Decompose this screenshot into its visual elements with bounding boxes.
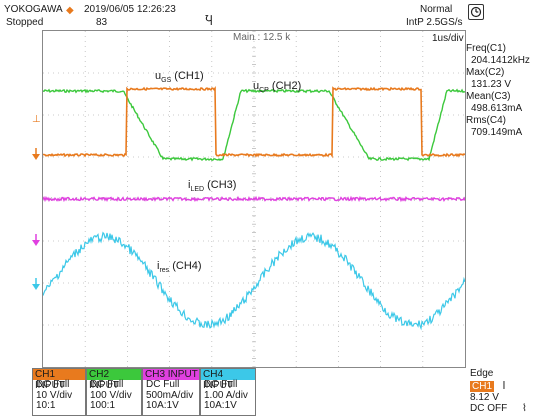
ch3-marker-icon xyxy=(32,240,40,246)
run-indicator-icon: ◆ xyxy=(66,5,74,16)
ch1-info-box[interactable]: CH1 INPUT DC Full 10 V/div 10:1 xyxy=(32,368,86,416)
ch1-probe: 10:1 xyxy=(36,400,56,411)
waveform-canvas xyxy=(42,30,466,368)
ch1-header: CH1 INPUT xyxy=(33,369,85,391)
ch3-coupling: DC Full xyxy=(146,379,180,390)
ch2-scale: 100 V/div xyxy=(90,389,132,401)
brand-label: YOKOGAWA xyxy=(4,4,63,15)
trigger-coupling: DC OFF ⌇ xyxy=(470,403,527,414)
ch4-coupling: DC Full xyxy=(204,379,238,390)
trigger-mode: Normal xyxy=(420,4,453,15)
ch4-marker-icon xyxy=(32,284,40,290)
meas-value: 498.613mA xyxy=(471,103,523,114)
ucp-annotation: uCP (CH2) xyxy=(253,80,302,95)
meas-value: 204.1412kHz xyxy=(471,55,530,66)
ch4-info-box[interactable]: CH4 INPUT DC Full 1.00 A/div 10A:1V xyxy=(200,368,256,416)
rising-edge-icon: Ɩ xyxy=(502,380,506,392)
ch2-header: CH2 INPUT xyxy=(87,369,141,391)
edge-symbol-icon: ⌇ xyxy=(522,403,527,414)
ch3-probe: 10A:1V xyxy=(146,400,179,411)
main-record-label: Main : 12.5 k xyxy=(233,32,291,43)
ch4-probe: 10A:1V xyxy=(204,400,237,411)
trigger-info[interactable]: Edge CH1 Ɩ 8.12 V DC OFF ⌇ xyxy=(466,368,548,414)
ires-annotation: ires (CH4) xyxy=(157,260,202,275)
meas-value: 709.149mA xyxy=(471,127,523,138)
acquisition-status: Stopped xyxy=(6,17,44,28)
waveform-display[interactable] xyxy=(42,30,466,368)
trigger-source: CH1 xyxy=(470,381,495,392)
acquisition-count: 83 xyxy=(96,17,108,28)
meas-name: Freq(C1) xyxy=(466,43,507,54)
graticule xyxy=(42,30,466,368)
ch3-info-box[interactable]: CH3 INPUT DC Full 500mA/div 10A:1V xyxy=(142,368,200,416)
ch1-coupling: DC Full xyxy=(36,379,70,390)
meas-value: 131.23 V xyxy=(471,79,512,90)
ugs-annotation: uGS (CH1) xyxy=(155,70,204,85)
ch2-probe: 100:1 xyxy=(90,400,116,411)
meas-name: Max(C2) xyxy=(466,67,505,78)
ch4-scale: 1.00 A/div xyxy=(204,389,248,401)
trigger-position-icon: Ⴏ xyxy=(205,14,213,28)
timebase-div-label: 1us/div xyxy=(432,33,464,44)
ch2-marker-icon: ⊥ xyxy=(32,114,41,125)
channel-markers-bottom xyxy=(32,234,40,290)
ch3-header: CH3 INPUT xyxy=(143,369,199,380)
meas-name: Rms(C4) xyxy=(466,115,506,126)
sample-rate: IntP 2.5GS/s xyxy=(406,17,463,28)
ch1-marker-icon xyxy=(32,154,40,160)
clock-icon[interactable] xyxy=(468,4,484,20)
ch2-coupling: DC Full xyxy=(90,379,124,390)
datetime-label: 2019/06/05 12:26:23 xyxy=(84,4,176,15)
waveform-traces xyxy=(42,85,466,331)
iled-annotation: iLED (CH3) xyxy=(188,179,237,194)
ch1-scale: 10 V/div xyxy=(36,389,73,401)
ch3-scale: 500mA/div xyxy=(146,389,194,401)
channel-markers-top: ⊥ xyxy=(32,114,41,160)
measurement-panel: Freq(C1) 204.1412kHz Max(C2) 131.23 V Me… xyxy=(466,43,548,139)
ch4-header: CH4 INPUT xyxy=(201,369,255,391)
trigger-type: Edge xyxy=(470,368,494,379)
meas-name: Mean(C3) xyxy=(466,91,511,102)
trigger-level: 8.12 V xyxy=(470,392,499,403)
ch2-info-box[interactable]: CH2 INPUT DC Full 100 V/div 100:1 xyxy=(86,368,142,416)
